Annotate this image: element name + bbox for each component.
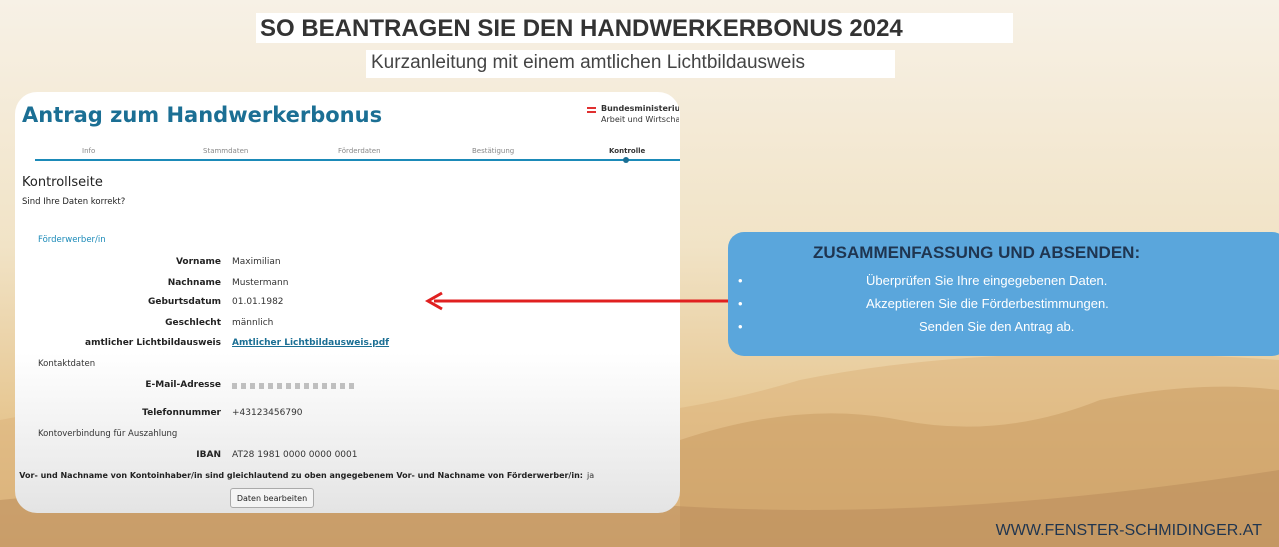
subtitle: Kurzanleitung mit einem amtlichen Lichtb… (371, 52, 806, 73)
ministry-line: Arbeit und Wirtscha (601, 115, 679, 124)
callout-item: Akzeptieren Sie die Förderbestimmungen. (866, 296, 1109, 311)
heading: Kontrollseite (22, 175, 103, 190)
step-active: Kontrolle (609, 147, 646, 155)
callout-item: Überprüfen Sie Ihre eingegebenen Daten. (866, 273, 1108, 288)
callout-item: Senden Sie den Antrag ab. (919, 319, 1075, 334)
step: Stammdaten (203, 147, 249, 155)
field-label: IBAN (196, 450, 221, 460)
field-value: 01.01.1982 (232, 297, 284, 307)
step-dot (623, 157, 629, 163)
bullet: • (738, 319, 743, 334)
field-value: +43123456790 (232, 408, 303, 418)
section: Förderwerber/in (38, 235, 106, 245)
callout-title: ZUSAMMENFASSUNG UND ABSENDEN: (813, 243, 1141, 262)
progress-line (35, 159, 680, 161)
ministry-line: Bundesministeriu (601, 104, 679, 113)
step: Förderdaten (338, 147, 381, 155)
subsection: Kontoverbindung für Auszahlung (38, 429, 178, 439)
arrow (424, 291, 728, 311)
field-label: Telefonnummer (142, 408, 221, 418)
field-value: männlich (232, 318, 274, 328)
field-label: amtlicher Lichtbildausweis (85, 338, 221, 348)
field-value: Maximilian (232, 257, 281, 267)
field-label: E-Mail-Adresse (145, 380, 221, 390)
title-bg (256, 13, 1013, 43)
field-label: Geschlecht (165, 318, 221, 328)
confirm-value: ja (587, 471, 595, 480)
file-link[interactable]: Amtlicher Lichtbildausweis.pdf (232, 338, 390, 348)
step: Info (82, 147, 96, 155)
blurred-email (232, 383, 356, 389)
field-label: Geburtsdatum (147, 297, 221, 307)
confirm-label: Vor- und Nachname von Kontoinhaber/in si… (19, 471, 583, 480)
bullet: • (738, 273, 743, 288)
field-value: Mustermann (232, 278, 289, 288)
callout (728, 232, 1279, 356)
title: SO BEANTRAGEN SIE DEN HANDWERKERBONUS 20… (260, 15, 903, 42)
question: Sind Ihre Daten korrekt? (22, 197, 126, 207)
field-value: AT28 1981 0000 0000 0001 (232, 450, 358, 460)
subtitle-bg (366, 50, 895, 78)
footer-url: WWW.FENSTER-SCHMIDINGER.AT (995, 522, 1262, 539)
bullet: • (738, 296, 743, 311)
subsection: Kontaktdaten (38, 359, 96, 369)
field-label: Vorname (175, 257, 221, 267)
flag (587, 107, 596, 113)
field-label: Nachname (167, 278, 221, 288)
form-title: Antrag zum Handwerkerbonus (22, 103, 383, 127)
step: Bestätigung (472, 147, 515, 155)
edit-button[interactable]: Daten bearbeiten (230, 488, 314, 508)
